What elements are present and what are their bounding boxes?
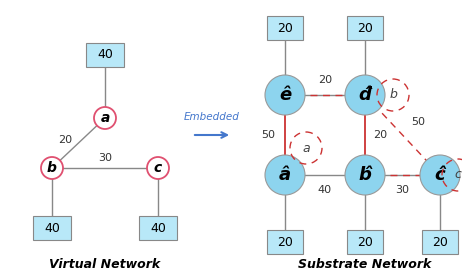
FancyBboxPatch shape — [347, 16, 383, 40]
Text: 20: 20 — [318, 75, 332, 85]
FancyBboxPatch shape — [139, 216, 177, 240]
Text: c: c — [455, 168, 462, 181]
FancyBboxPatch shape — [347, 230, 383, 254]
Text: 20: 20 — [357, 22, 373, 35]
Text: 40: 40 — [150, 221, 166, 235]
Circle shape — [265, 75, 305, 115]
Text: â: â — [279, 166, 291, 184]
Text: d̂: d̂ — [359, 86, 371, 104]
Circle shape — [41, 157, 63, 179]
Text: ĉ: ĉ — [435, 166, 445, 184]
Text: 20: 20 — [432, 235, 448, 248]
Text: 40: 40 — [97, 49, 113, 62]
Text: Embedded: Embedded — [184, 112, 240, 122]
Text: b: b — [389, 89, 397, 102]
Text: a: a — [302, 141, 310, 154]
Circle shape — [265, 155, 305, 195]
Text: 20: 20 — [277, 22, 293, 35]
Text: 30: 30 — [395, 185, 409, 195]
Text: 20: 20 — [373, 130, 387, 140]
Circle shape — [345, 75, 385, 115]
FancyBboxPatch shape — [33, 216, 71, 240]
Text: a: a — [100, 111, 109, 125]
Text: b: b — [47, 161, 57, 175]
Text: 40: 40 — [44, 221, 60, 235]
Circle shape — [147, 157, 169, 179]
Text: 30: 30 — [98, 153, 112, 163]
Text: ê: ê — [279, 86, 291, 104]
Text: 20: 20 — [277, 235, 293, 248]
FancyBboxPatch shape — [86, 43, 124, 67]
Text: 20: 20 — [58, 135, 72, 145]
Circle shape — [345, 155, 385, 195]
FancyBboxPatch shape — [267, 230, 303, 254]
FancyBboxPatch shape — [422, 230, 458, 254]
Text: 40: 40 — [318, 185, 332, 195]
Text: b̂: b̂ — [359, 166, 371, 184]
Text: 50: 50 — [411, 117, 425, 127]
Text: 50: 50 — [261, 130, 275, 140]
Circle shape — [94, 107, 116, 129]
Text: c: c — [154, 161, 162, 175]
Circle shape — [420, 155, 460, 195]
FancyBboxPatch shape — [267, 16, 303, 40]
Text: Virtual Network: Virtual Network — [49, 258, 161, 270]
Text: 20: 20 — [357, 235, 373, 248]
Text: Substrate Network: Substrate Network — [298, 258, 432, 270]
